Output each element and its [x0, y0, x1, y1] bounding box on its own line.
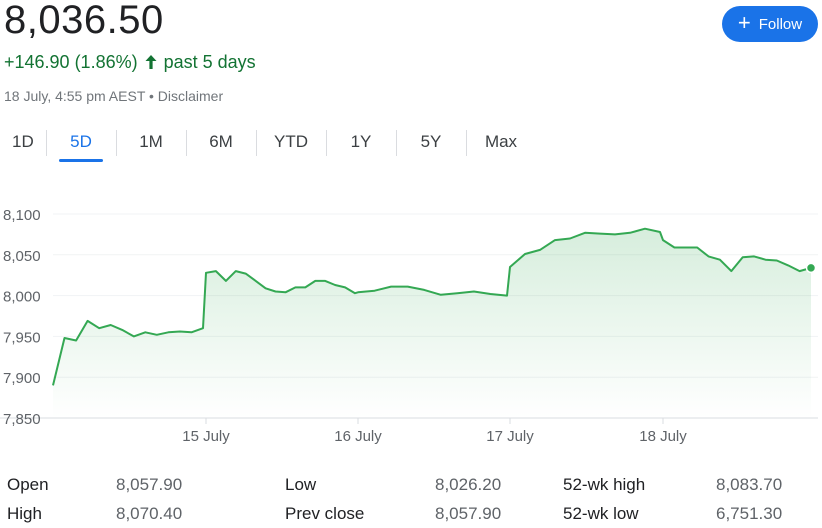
y-tick-label: 7,900: [3, 370, 41, 387]
stat-prev-close-value: 8,057.90: [435, 504, 502, 523]
quote-timestamp[interactable]: 18 July, 4:55 pm AEST • Disclaimer: [4, 88, 224, 104]
stat-52wk-low-label: 52-wk low: [563, 504, 639, 523]
key-stats: Open 8,057.90 High 8,070.40 Low 8,026.20…: [0, 468, 822, 525]
tab-1y[interactable]: 1Y: [326, 126, 396, 160]
x-tick-label: 16 July: [334, 428, 382, 445]
y-tick-label: 7,950: [3, 329, 41, 346]
tab-6m[interactable]: 6M: [186, 126, 256, 160]
price-change: +146.90 (1.86%): [4, 52, 138, 72]
stock-price: 8,036.50: [4, 0, 164, 42]
stat-low-value: 8,026.20: [435, 475, 502, 494]
stat-open-value: 8,057.90: [116, 475, 183, 494]
tab-ytd[interactable]: YTD: [256, 126, 326, 160]
price-chart[interactable]: 7,850 7,900 7,950 8,000 8,050 8,100 15 July 16 …: [0, 190, 822, 455]
stat-open-label: Open: [7, 475, 49, 494]
tab-1m[interactable]: 1M: [116, 126, 186, 160]
x-tick-label: 15 July: [182, 428, 230, 445]
stat-52wk-high-value: 8,083.70: [716, 475, 783, 494]
x-tick-label: 17 July: [486, 428, 534, 445]
tab-5d[interactable]: 5D: [46, 126, 116, 162]
stat-high-value: 8,070.40: [116, 504, 183, 523]
last-price-marker: [805, 262, 817, 274]
price-change-row: +146.90 (1.86%) past 5 days: [4, 50, 256, 74]
arrow-up-icon: [144, 53, 158, 71]
y-tick-label: 7,850: [3, 411, 41, 428]
follow-button[interactable]: + Follow: [722, 6, 818, 42]
tab-1d[interactable]: 1D: [12, 132, 34, 151]
stat-prev-close-label: Prev close: [285, 504, 365, 523]
stat-low-label: Low: [285, 475, 317, 494]
y-tick-label: 8,100: [3, 207, 41, 224]
y-tick-label: 8,050: [3, 248, 41, 265]
change-period: past 5 days: [163, 52, 256, 72]
plus-icon: +: [737, 10, 751, 35]
price-area-fill: [53, 228, 811, 418]
stat-high-label: High: [7, 504, 42, 523]
x-tick-label: 18 July: [639, 428, 687, 445]
y-tick-label: 8,000: [3, 289, 41, 306]
follow-label: Follow: [758, 15, 803, 33]
price-line: [52, 227, 812, 386]
tab-5y[interactable]: 5Y: [396, 126, 466, 160]
tab-max[interactable]: Max: [466, 126, 536, 160]
range-tabs: 1D 5D 1M 6M YTD 1Y 5Y Max: [0, 126, 536, 162]
stat-52wk-high-label: 52-wk high: [563, 475, 646, 494]
stat-52wk-low-value: 6,751.30: [716, 504, 783, 523]
